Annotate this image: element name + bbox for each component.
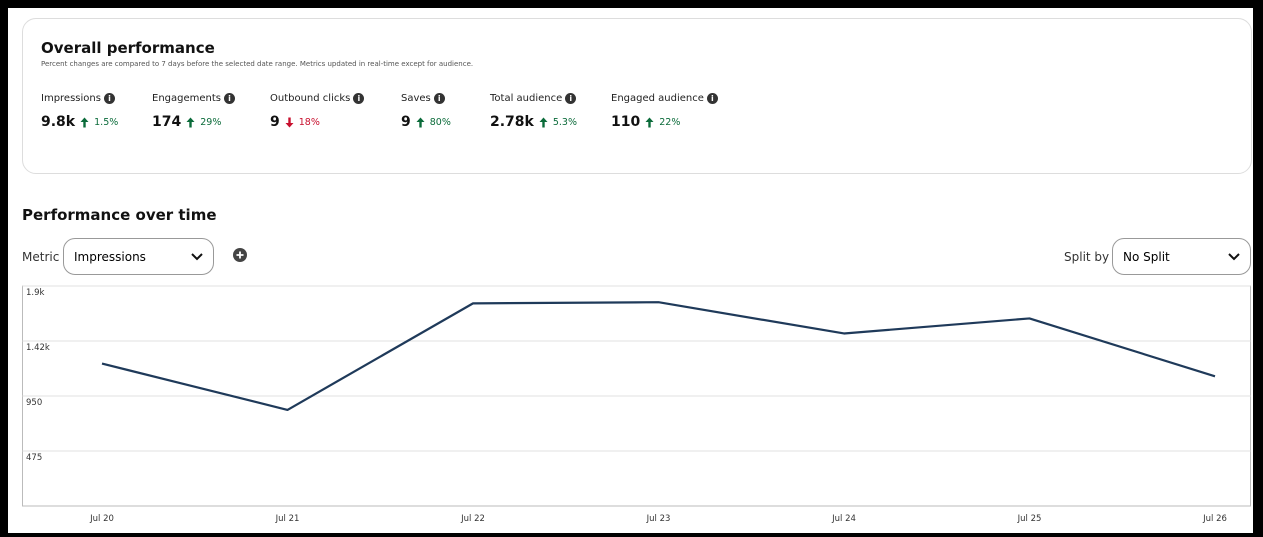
metric-value-row: 9.8k 1.5% xyxy=(41,114,118,130)
trend-arrow xyxy=(416,117,425,127)
y-tick-label: 475 xyxy=(26,453,42,463)
metric-change: 18% xyxy=(298,116,320,128)
trend-arrow xyxy=(80,117,89,127)
metric-change: 5.3% xyxy=(552,116,577,128)
metric-value: 9 xyxy=(401,114,411,130)
info-icon: i xyxy=(565,93,577,104)
card-subtitle: Percent changes are compared to 7 days b… xyxy=(41,60,474,68)
metric-change: 80% xyxy=(429,116,451,128)
metric-value-row: 9 80% xyxy=(401,114,451,130)
y-tick-label: 1.9k xyxy=(26,288,45,298)
screen: Overall performance Percent changes are … xyxy=(8,8,1253,533)
metric-value: 9 xyxy=(270,114,280,130)
data-line xyxy=(101,301,1216,411)
metric-change: 29% xyxy=(200,116,222,128)
trend-arrow xyxy=(539,117,548,127)
metric-label: Saves i xyxy=(401,93,445,104)
y-tick-label: 950 xyxy=(26,398,42,408)
split-dropdown[interactable]: No Split xyxy=(1112,238,1251,275)
split-label: Split by xyxy=(1064,250,1110,264)
chart: 475 950 1.42k 1.9k Jul 20 Jul 21 Jul 22 Jul 23 J… xyxy=(22,285,1251,524)
metric-value-row: 9 18% xyxy=(270,114,320,130)
x-tick-label: Jul 21 xyxy=(275,514,300,524)
metric-value: 110 xyxy=(611,114,641,130)
metric-value: 9.8k xyxy=(41,114,76,130)
metric-name: Engagements xyxy=(152,93,221,104)
info-icon: i xyxy=(103,93,115,104)
x-tick-label: Jul 24 xyxy=(831,514,856,524)
metric-label: Metric xyxy=(22,250,60,264)
info-icon: i xyxy=(353,93,365,104)
metric-value: 174 xyxy=(152,114,182,130)
metric-name: Total audience xyxy=(490,93,563,104)
metric-name: Outbound clicks xyxy=(270,93,351,104)
metric-label: Engagements i xyxy=(152,93,235,104)
x-tick-label: Jul 26 xyxy=(1202,514,1227,524)
card-title: Overall performance xyxy=(41,39,215,57)
add-metric-button[interactable] xyxy=(232,247,248,263)
x-tick-label: Jul 20 xyxy=(89,514,114,524)
metric-value: 2.78k xyxy=(490,114,534,130)
trend-arrow xyxy=(645,117,654,127)
chevron xyxy=(191,252,203,260)
info-icon: i xyxy=(706,93,718,104)
section-title: Performance over time xyxy=(22,206,217,224)
metric-name: Engaged audience xyxy=(611,93,704,104)
metric-value: Impressions xyxy=(74,249,146,264)
y-tick-label: 1.42k xyxy=(26,343,50,353)
metric-change: 1.5% xyxy=(94,116,119,128)
metric-label: Outbound clicks i xyxy=(270,93,365,104)
metric-label: Total audience i xyxy=(490,93,577,104)
metric-value-row: 174 29% xyxy=(152,114,221,130)
metric-dropdown[interactable]: Impressions xyxy=(63,238,214,275)
metric-change: 22% xyxy=(659,116,681,128)
split-value: No Split xyxy=(1123,249,1170,264)
x-tick-label: Jul 22 xyxy=(460,514,485,524)
trend-arrow xyxy=(285,117,294,127)
info-icon: i xyxy=(224,93,235,104)
metric-name: Saves xyxy=(401,93,431,104)
metric-name: Impressions xyxy=(41,93,101,104)
metric-value-row: 110 22% xyxy=(611,114,680,130)
metric-value-row: 2.78k 5.3% xyxy=(490,114,577,130)
chevron xyxy=(1228,252,1240,260)
info-icon: i xyxy=(433,93,445,104)
metric-label: Impressions i xyxy=(41,93,115,104)
x-tick-label: Jul 23 xyxy=(646,514,671,524)
metric-label: Engaged audience i xyxy=(611,93,718,104)
x-tick-label: Jul 25 xyxy=(1017,514,1042,524)
trend-arrow xyxy=(186,117,195,127)
overall-card: Overall performance Percent changes are … xyxy=(22,18,1252,174)
